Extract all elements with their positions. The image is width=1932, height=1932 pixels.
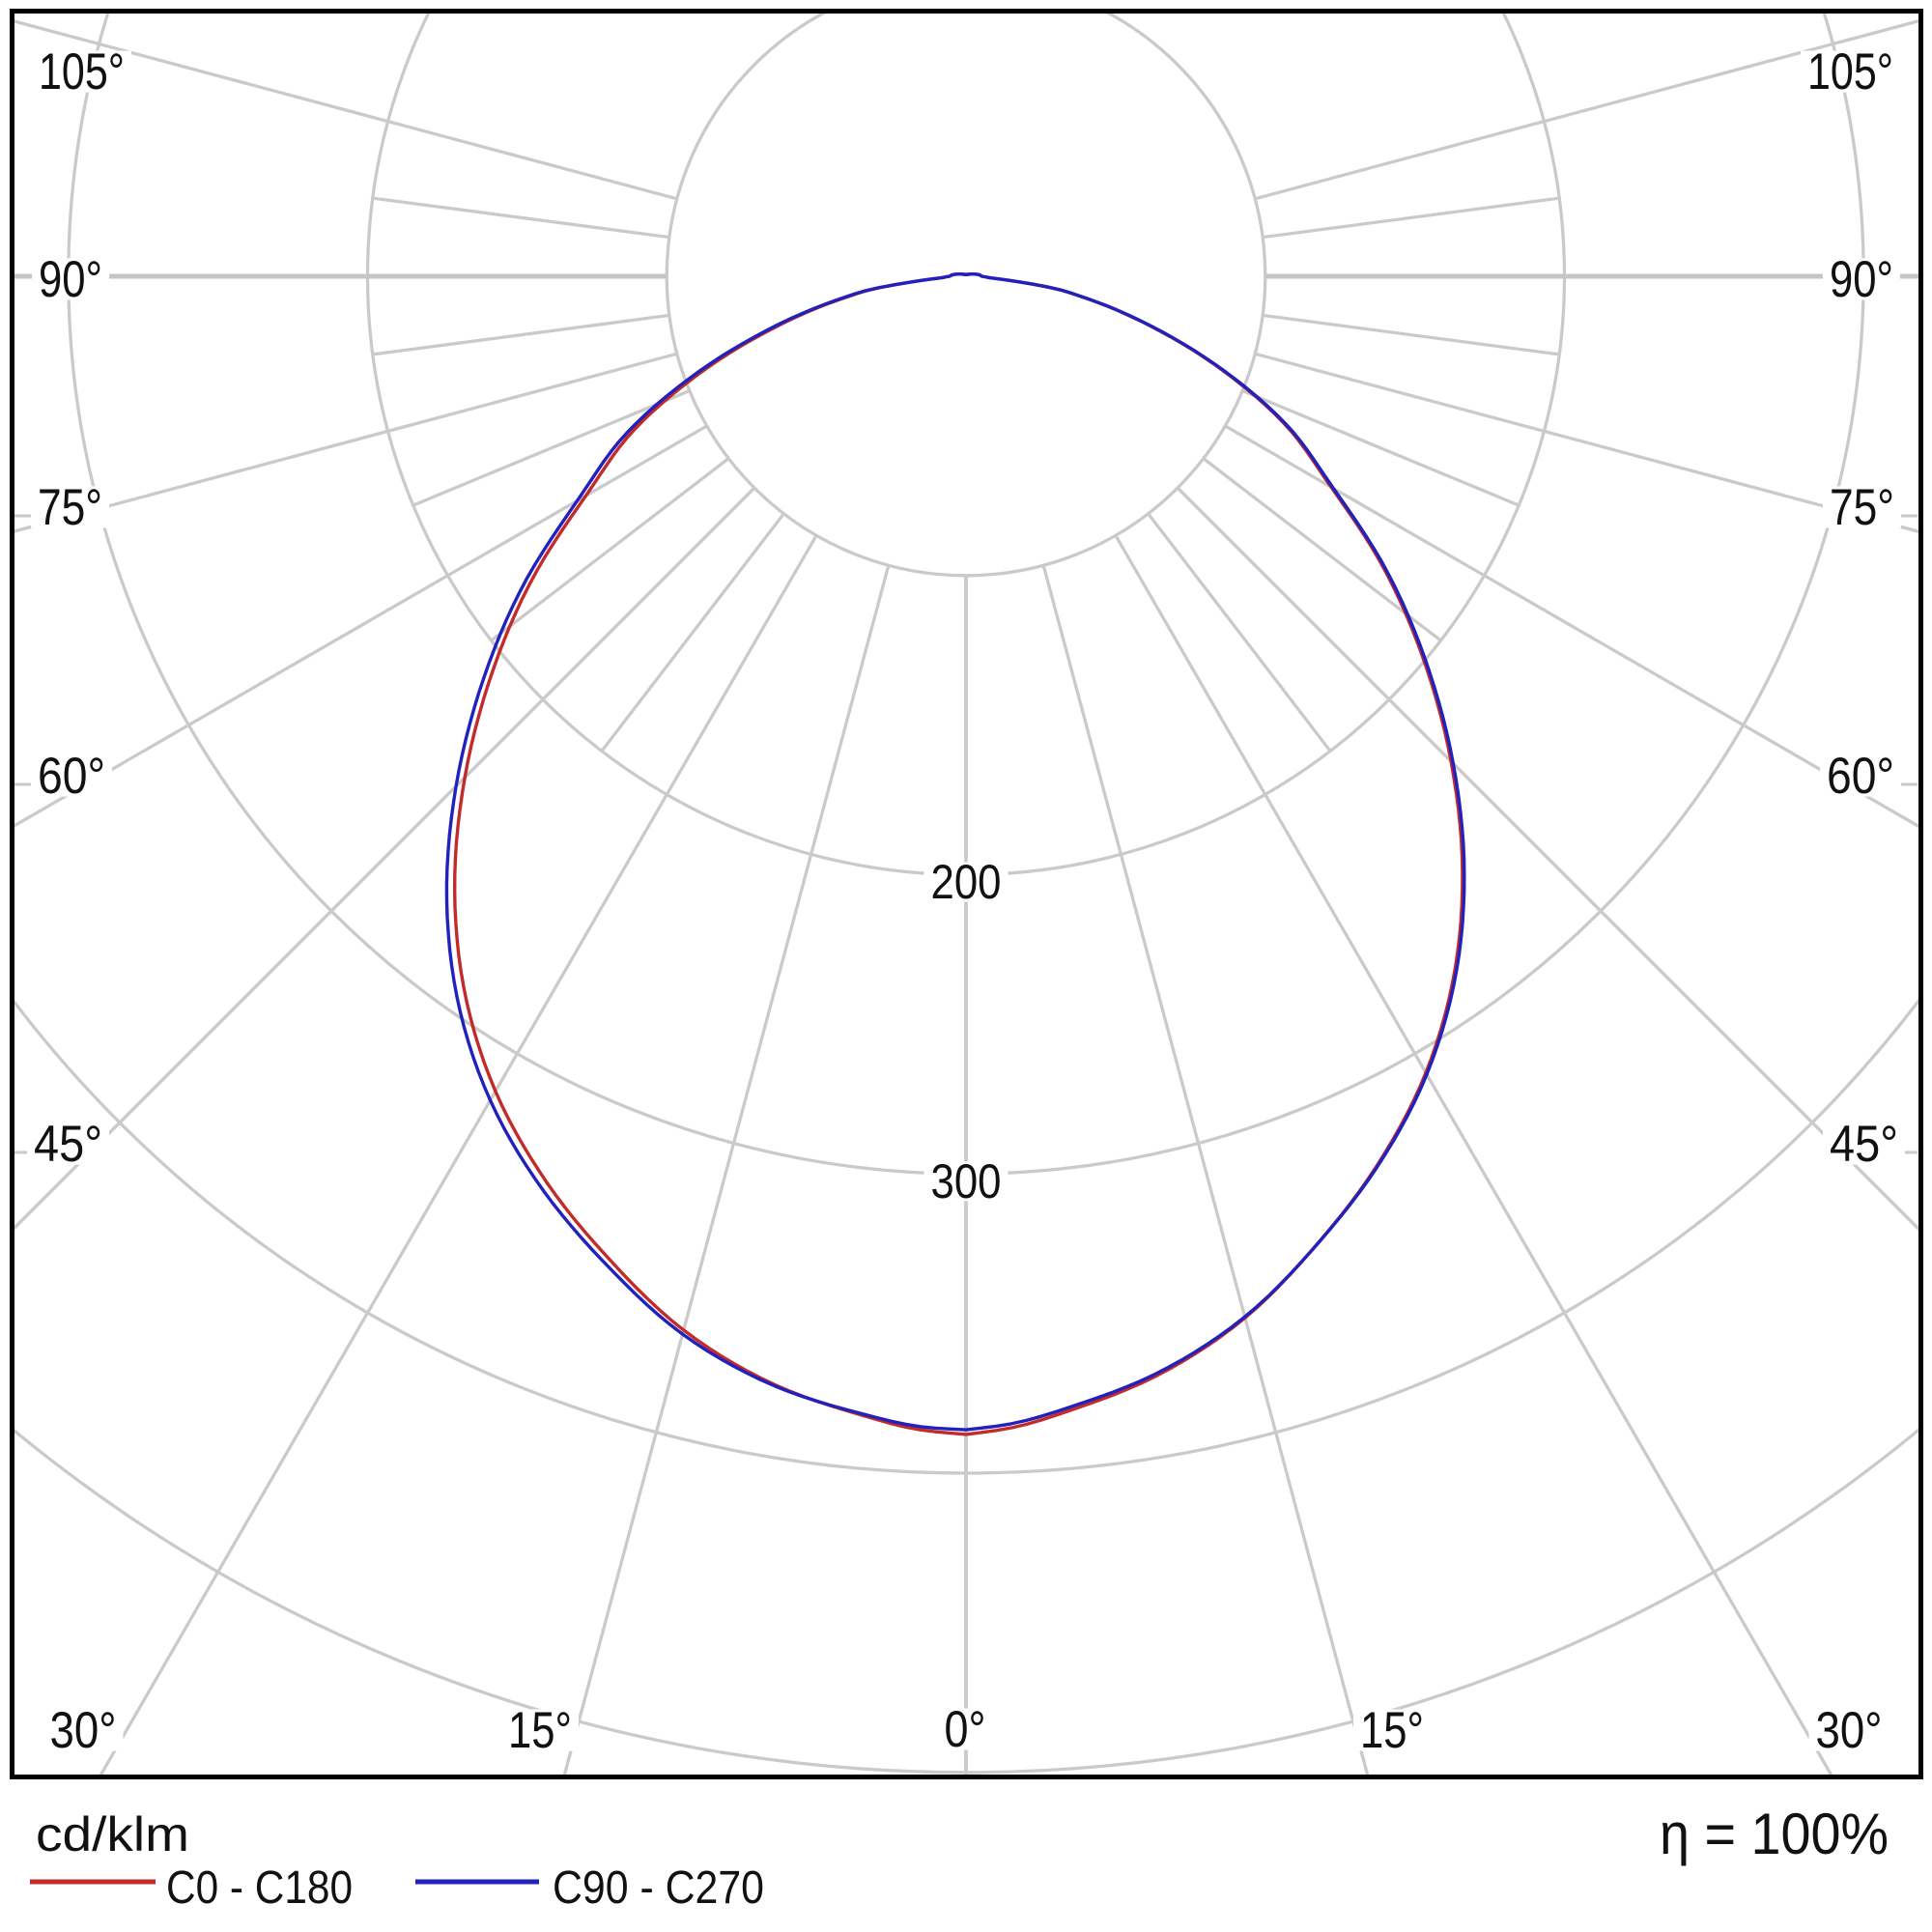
svg-text:75°: 75° <box>1830 479 1894 536</box>
svg-text:η = 100%: η = 100% <box>1660 1802 1889 1866</box>
svg-text:75°: 75° <box>38 479 102 536</box>
svg-text:90°: 90° <box>39 251 102 308</box>
svg-text:60°: 60° <box>38 748 105 805</box>
svg-text:30°: 30° <box>1816 1702 1883 1759</box>
svg-text:15°: 15° <box>1360 1702 1424 1759</box>
svg-text:105°: 105° <box>1807 43 1893 100</box>
svg-text:200: 200 <box>931 855 1002 909</box>
svg-text:15°: 15° <box>508 1702 572 1759</box>
svg-text:105°: 105° <box>39 43 125 100</box>
svg-text:45°: 45° <box>1830 1116 1898 1173</box>
svg-text:90°: 90° <box>1830 251 1893 308</box>
svg-text:cd/klm: cd/klm <box>36 1807 189 1861</box>
svg-text:C90 - C270: C90 - C270 <box>553 1862 764 1914</box>
svg-text:45°: 45° <box>34 1116 102 1173</box>
svg-text:C0 - C180: C0 - C180 <box>166 1862 353 1914</box>
svg-text:0°: 0° <box>945 1701 986 1758</box>
svg-text:30°: 30° <box>50 1702 117 1759</box>
svg-text:300: 300 <box>931 1154 1002 1208</box>
svg-text:60°: 60° <box>1827 748 1894 805</box>
